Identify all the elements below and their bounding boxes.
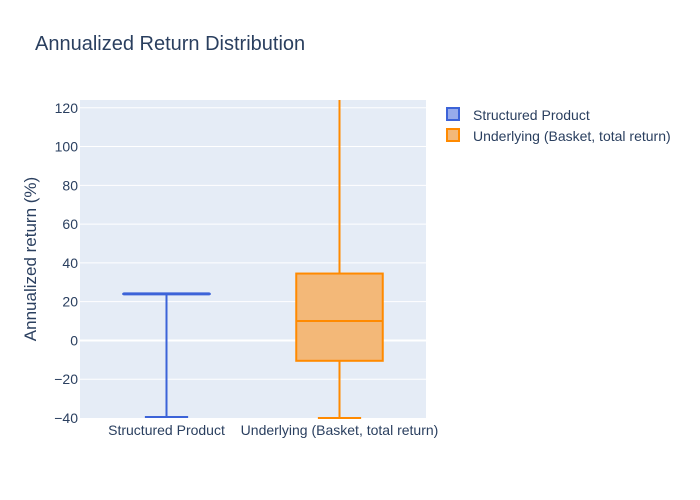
y-tick-label: 40 bbox=[62, 255, 78, 271]
legend-label: Structured Product bbox=[473, 107, 590, 123]
box-structured-product bbox=[122, 292, 211, 419]
chart-title: Annualized Return Distribution bbox=[35, 33, 305, 55]
x-tick-label: Structured Product bbox=[108, 422, 225, 438]
box-body bbox=[295, 272, 384, 362]
x-tick-label: Underlying (Basket, total return) bbox=[241, 422, 439, 438]
legend-label: Underlying (Basket, total return) bbox=[473, 128, 671, 144]
legend-item[interactable]: Underlying (Basket, total return) bbox=[446, 128, 671, 144]
y-tick-label: −20 bbox=[54, 371, 78, 387]
y-axis-ticks: −40 −20 0 20 40 60 80 100 120 bbox=[54, 100, 78, 426]
legend-item[interactable]: Structured Product bbox=[446, 107, 590, 123]
box-series bbox=[122, 100, 384, 419]
y-tick-label: 80 bbox=[62, 177, 78, 193]
y-tick-label: 60 bbox=[62, 216, 78, 232]
y-axis-title: Annualized return (%) bbox=[21, 177, 40, 341]
legend-swatch bbox=[446, 128, 460, 142]
legend-swatch bbox=[446, 107, 460, 121]
y-tick-label: 0 bbox=[70, 332, 78, 348]
y-tick-label: 20 bbox=[62, 294, 78, 310]
y-tick-label: 120 bbox=[55, 100, 79, 116]
legend[interactable]: Structured Product Underlying (Basket, to… bbox=[446, 107, 671, 144]
y-tick-label: −40 bbox=[54, 410, 78, 426]
box-underlying bbox=[295, 100, 384, 419]
plot-area bbox=[80, 100, 426, 418]
y-tick-label: 100 bbox=[55, 139, 79, 155]
x-axis-ticks: Structured Product Underlying (Basket, to… bbox=[108, 422, 438, 438]
